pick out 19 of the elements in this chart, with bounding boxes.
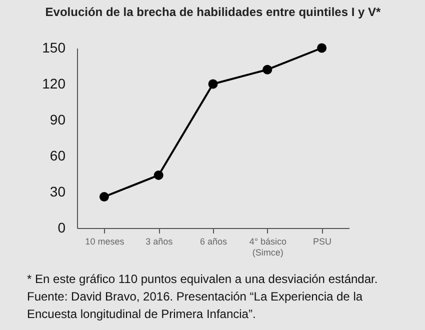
point	[154, 170, 164, 180]
y-tick-label: 90	[50, 112, 66, 128]
chart-title: Evolución de la brecha de habilidades entre quintiles I y V*	[45, 5, 382, 19]
x-tick-label: 3 años	[146, 236, 174, 246]
x-tick-label: 4° básico (Simce)	[249, 236, 286, 258]
point	[208, 79, 218, 89]
y-tick-label: 60	[50, 148, 66, 164]
point	[262, 64, 272, 74]
text: * En este gráfico 110 puntos equivalen a una desviación estándar.	[27, 272, 378, 286]
x-tick-label: 10 meses	[85, 236, 125, 246]
y-tick-label: 0	[58, 220, 66, 236]
y-tick-label: 120	[42, 76, 66, 92]
y-tick-label: 30	[50, 184, 66, 200]
y-tick-label: 150	[42, 40, 66, 56]
x-tick-label: PSU	[313, 236, 332, 246]
point	[99, 192, 109, 202]
source-note: Fuente: David Bravo, 2016. Presentación “La Experiencia de la Encuesta longitudinal de Primera Infancia”.	[27, 290, 363, 321]
x-tick-label: 6 años	[200, 236, 228, 246]
point	[317, 43, 327, 53]
